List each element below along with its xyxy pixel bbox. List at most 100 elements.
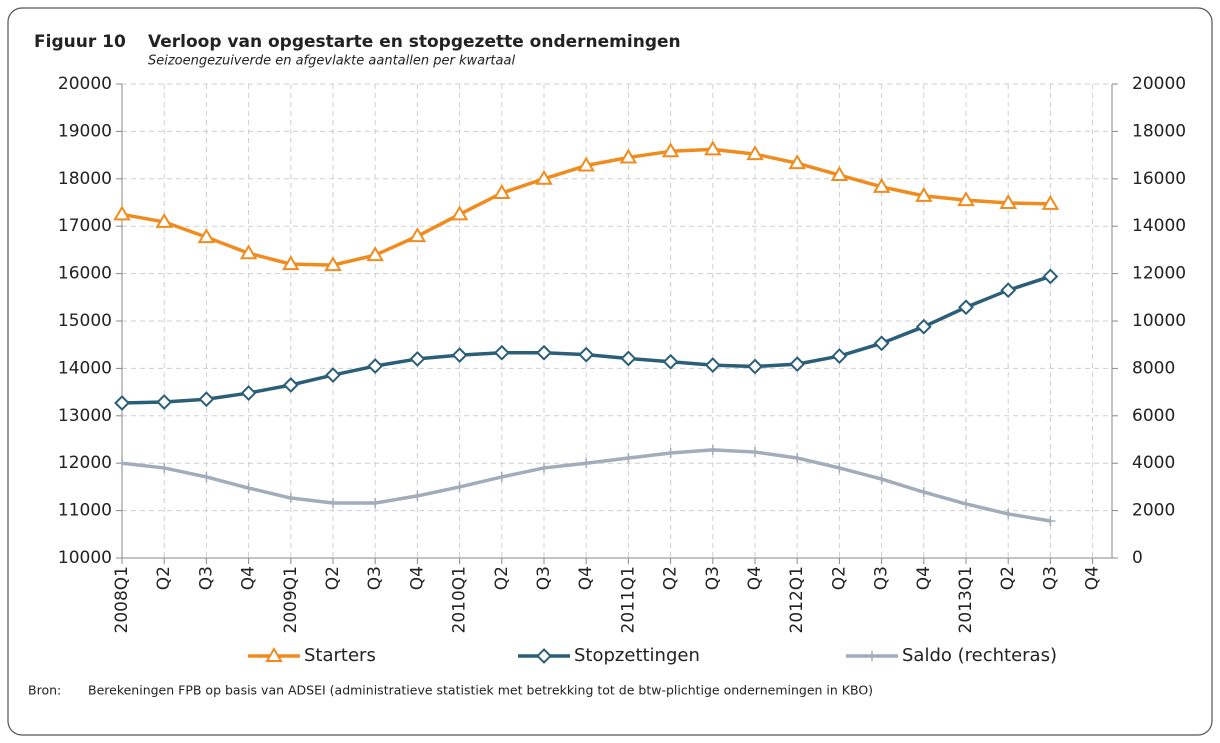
legend-label: Starters — [304, 645, 376, 666]
legend-marker — [265, 647, 283, 662]
x-tick-label: Q2 — [154, 566, 174, 590]
data-point — [198, 391, 215, 408]
source-label: Bron: — [28, 683, 61, 698]
data-point — [750, 447, 760, 458]
x-tick-label: Q4 — [407, 566, 427, 590]
data-point — [581, 458, 592, 469]
data-point — [451, 347, 468, 364]
data-point — [328, 498, 338, 509]
x-tick-label: Q2 — [323, 566, 343, 590]
data-point — [746, 145, 764, 161]
legend-label: Stopzettingen — [574, 645, 700, 666]
x-tick-label: Q4 — [914, 566, 934, 590]
x-tick-label: Q3 — [365, 566, 385, 590]
data-point — [665, 448, 676, 459]
data-point — [324, 256, 342, 272]
data-point — [707, 444, 718, 455]
data-point — [1003, 508, 1014, 519]
data-point — [619, 148, 638, 164]
data-point — [1045, 516, 1056, 527]
data-point — [409, 351, 426, 367]
x-tick-label: Q3 — [872, 566, 892, 590]
data-point — [788, 154, 806, 170]
data-point — [961, 498, 971, 509]
data-point — [661, 142, 680, 158]
x-tick-label: Q2 — [661, 566, 681, 590]
y2-tick-label: 6000 — [1132, 406, 1175, 426]
chart-title: Verloop van opgestarte en stopgezette on… — [148, 32, 681, 52]
data-point — [370, 498, 381, 509]
y-tick-label: 15000 — [58, 311, 112, 331]
y-tick-label: 12000 — [58, 453, 112, 473]
frame — [7, 7, 1213, 736]
data-point — [915, 318, 932, 335]
x-tick-label: Q4 — [239, 566, 259, 590]
data-point — [117, 458, 127, 469]
y-tick-label: 10000 — [58, 548, 112, 568]
x-tick-label: Q3 — [196, 566, 216, 590]
data-point — [704, 357, 721, 373]
y-tick-label: 20000 — [58, 74, 112, 94]
data-point — [367, 358, 384, 374]
x-tick-label: 2008Q1 — [112, 566, 132, 633]
data-point — [239, 244, 258, 260]
x-tick-label: Q4 — [1083, 566, 1103, 590]
data-point — [789, 356, 806, 373]
data-point — [159, 462, 170, 473]
x-tick-label: Q2 — [829, 566, 849, 590]
y-tick-label: 19000 — [58, 121, 112, 141]
data-point — [412, 490, 423, 501]
legend-label: Saldo (rechteras) — [902, 645, 1057, 666]
data-point — [155, 212, 173, 228]
data-point — [197, 228, 216, 244]
y2-tick-label: 0 — [1132, 548, 1143, 568]
figure-label: Figuur 10 — [34, 32, 126, 52]
data-point — [999, 193, 1017, 209]
x-tick-label: Q2 — [998, 566, 1018, 590]
data-point — [1042, 268, 1059, 285]
y2-tick-label: 12000 — [1132, 264, 1186, 284]
x-tick-label: Q4 — [576, 566, 596, 590]
chart-subtitle: Seizoengezuiverde en afgevlakte aantalle… — [148, 54, 515, 69]
x-tick-label: Q2 — [492, 566, 512, 590]
data-point — [792, 452, 803, 463]
data-point — [957, 191, 975, 207]
data-point — [536, 344, 552, 361]
source: Berekeningen FPB op basis van ADSEI (adm… — [88, 683, 873, 698]
data-point — [201, 471, 212, 482]
data-point — [539, 462, 549, 473]
y2-tick-label: 8000 — [1132, 358, 1175, 378]
data-point — [240, 385, 257, 401]
y-tick-label: 18000 — [58, 169, 112, 189]
x-tick-label: Q4 — [745, 566, 765, 590]
data-point — [156, 394, 173, 410]
data-point — [873, 335, 890, 352]
data-point — [282, 255, 300, 271]
y-tick-label: 14000 — [58, 358, 112, 378]
x-tick-label: 2012Q1 — [787, 566, 807, 633]
y2-tick-label: 18000 — [1132, 121, 1186, 141]
data-point — [830, 166, 849, 182]
data-point — [408, 227, 427, 243]
data-point — [1000, 282, 1017, 299]
y2-tick-label: 16000 — [1132, 169, 1186, 189]
data-point — [704, 140, 722, 156]
data-point — [623, 452, 634, 463]
data-point — [872, 177, 891, 193]
y2-tick-label: 10000 — [1132, 311, 1186, 331]
data-point — [958, 299, 974, 316]
y-tick-label: 13000 — [58, 406, 112, 426]
data-point — [662, 353, 679, 370]
data-point — [578, 346, 595, 363]
y2-tick-label: 20000 — [1132, 74, 1186, 94]
x-tick-label: 2010Q1 — [450, 566, 470, 633]
data-point — [834, 462, 845, 473]
data-point — [747, 358, 763, 375]
data-point — [493, 184, 511, 200]
data-point — [876, 474, 887, 485]
data-point — [915, 186, 933, 202]
y2-tick-label: 2000 — [1132, 501, 1175, 521]
data-point — [114, 395, 130, 411]
data-point — [496, 471, 507, 482]
